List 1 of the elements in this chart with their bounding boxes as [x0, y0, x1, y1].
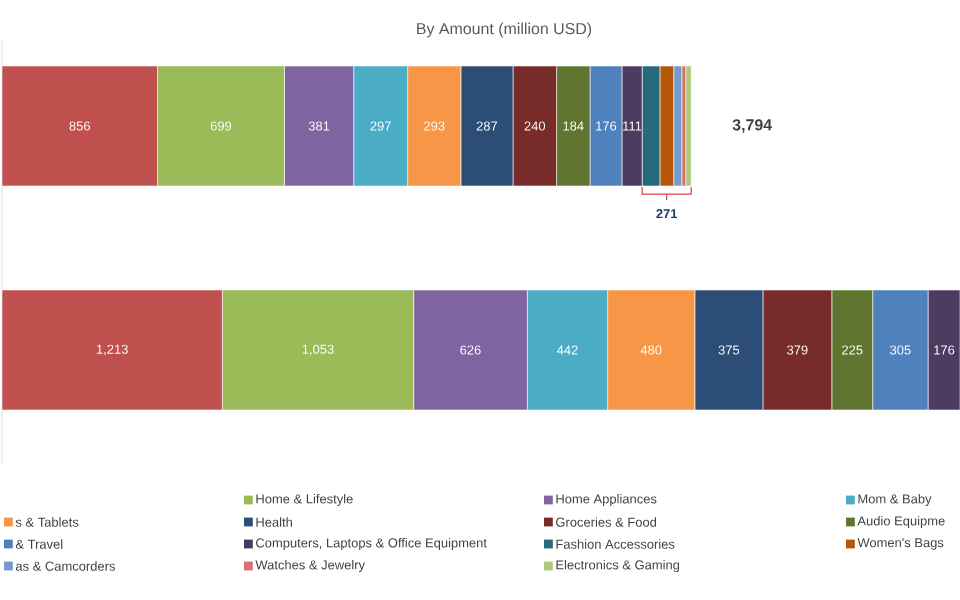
bar: [685, 65, 692, 187]
